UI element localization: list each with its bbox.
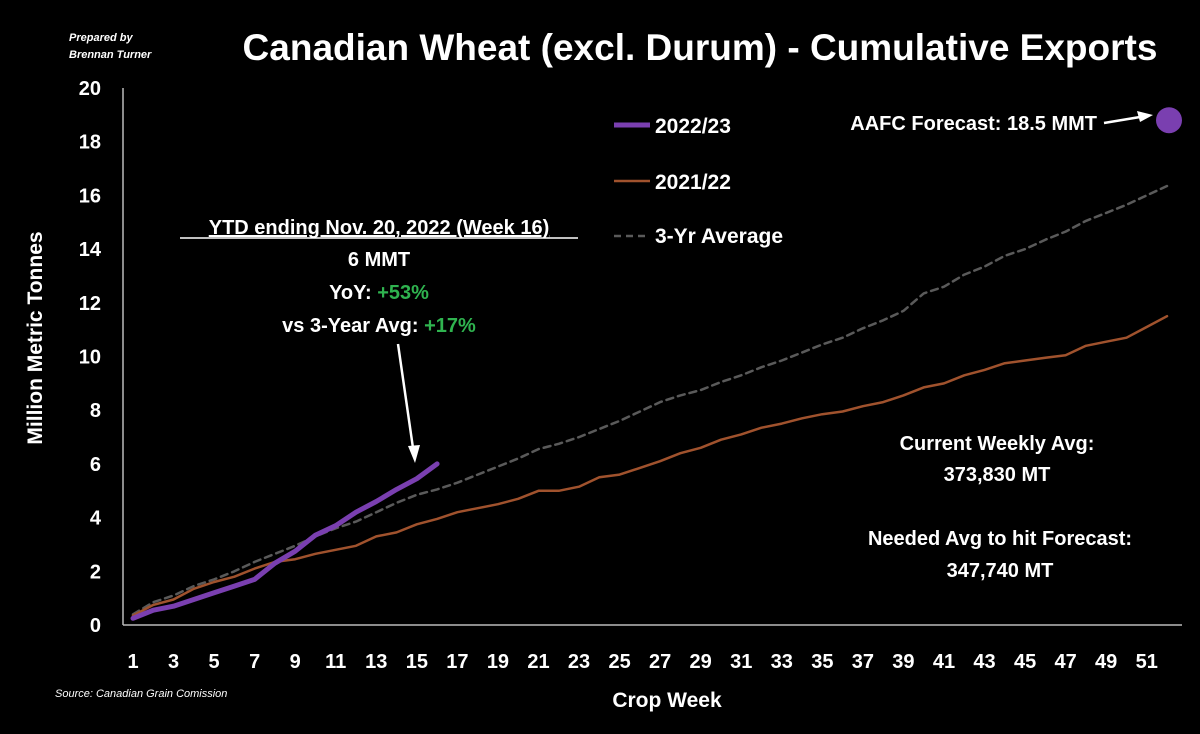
y-axis-label: Million Metric Tonnes	[24, 231, 47, 444]
weekly-avg-box	[818, 418, 1190, 584]
forecast-point	[1156, 107, 1182, 134]
x-tick-label: 37	[852, 651, 874, 673]
x-tick-label: 27	[649, 651, 671, 673]
series-group	[130, 184, 1169, 621]
forecast-arrow-line	[1103, 115, 1141, 125]
x-tick-group: 1 3 5 7 9 11 13 15 17 19 21 23 25 27 29 31 33 35 37 39 41 43 4…	[127, 651, 1157, 673]
y-tick-label: 2	[90, 561, 101, 583]
x-tick-label: 23	[568, 651, 590, 673]
ytd-arrow-line	[396, 343, 415, 449]
chart-title: Canadian Wheat (excl. Durum) - Cumulativ…	[243, 27, 1158, 68]
x-tick-label: 35	[811, 651, 833, 673]
yoy-line: YoY: +53%	[329, 282, 429, 304]
x-axis-label: Crop Week	[612, 689, 722, 712]
series-line-2022-23	[130, 461, 440, 621]
credit-line2: Brennan Turner	[69, 49, 152, 61]
x-tick-label: 5	[209, 651, 220, 673]
x-tick-label: 11	[325, 651, 346, 673]
y-tick-label: 18	[79, 132, 101, 154]
y-tick-label: 12	[79, 293, 101, 315]
forecast-annotation: AAFC Forecast: 18.5 MMT	[850, 113, 1097, 135]
vs-avg-line: vs 3-Year Avg: +17%	[282, 315, 476, 337]
x-tick-label: 41	[933, 651, 955, 673]
needed-avg-label: Needed Avg to hit Forecast:	[868, 528, 1132, 550]
credit-line1: Prepared by	[69, 32, 133, 44]
y-tick-label: 4	[90, 508, 102, 530]
x-tick-label: 47	[1055, 651, 1077, 673]
x-tick-label: 49	[1095, 651, 1117, 673]
x-tick-label: 21	[527, 651, 549, 673]
x-tick-label: 45	[1014, 651, 1036, 673]
x-tick-label: 13	[365, 651, 387, 673]
y-tick-label: 16	[79, 185, 101, 207]
yoy-value: +53%	[377, 282, 429, 304]
x-tick-label: 17	[446, 651, 468, 673]
x-tick-label: 31	[730, 651, 752, 673]
x-tick-label: 1	[127, 651, 138, 673]
source-note: Source: Canadian Grain Comission	[55, 688, 227, 700]
x-tick-label: 43	[973, 651, 995, 673]
legend-label-2021-22: 2021/22	[655, 171, 731, 194]
x-tick-label: 9	[290, 651, 301, 673]
x-tick-label: 29	[690, 651, 712, 673]
ytd-value: 6 MMT	[348, 249, 410, 271]
ytd-arrow-head	[408, 445, 420, 463]
x-tick-label: 19	[487, 651, 509, 673]
legend: 2022/23 2021/22 3-Yr Average	[614, 115, 783, 248]
y-tick-label: 6	[90, 454, 101, 476]
y-tick-label: 20	[79, 78, 101, 100]
vs-avg-value: +17%	[424, 315, 476, 337]
series-line-2021-22	[131, 314, 1169, 617]
x-tick-label: 51	[1136, 651, 1158, 673]
x-tick-label: 3	[168, 651, 179, 673]
legend-label-3yr-avg: 3-Yr Average	[655, 225, 783, 248]
x-tick-label: 7	[249, 651, 260, 673]
x-tick-label: 25	[608, 651, 630, 673]
y-tick-label: 14	[79, 239, 102, 261]
x-tick-label: 33	[771, 651, 793, 673]
current-avg-value: 373,830 MT	[944, 464, 1051, 486]
needed-avg-value: 347,740 MT	[947, 560, 1054, 582]
y-tick-label: 10	[79, 347, 101, 369]
yoy-label: YoY:	[329, 282, 377, 304]
legend-label-2022-23: 2022/23	[655, 115, 731, 138]
vs-avg-label: vs 3-Year Avg:	[282, 315, 424, 337]
y-tick-label: 0	[90, 615, 101, 637]
forecast-arrow-head	[1137, 111, 1153, 122]
current-avg-label: Current Weekly Avg:	[900, 433, 1095, 455]
x-tick-label: 15	[406, 651, 428, 673]
x-tick-label: 39	[892, 651, 914, 673]
ytd-title: YTD ending Nov. 20, 2022 (Week 16)	[209, 217, 550, 239]
y-tick-group: 0 2 4 6 8 10 12 14 16 18 20	[79, 78, 102, 637]
y-tick-label: 8	[90, 400, 101, 422]
